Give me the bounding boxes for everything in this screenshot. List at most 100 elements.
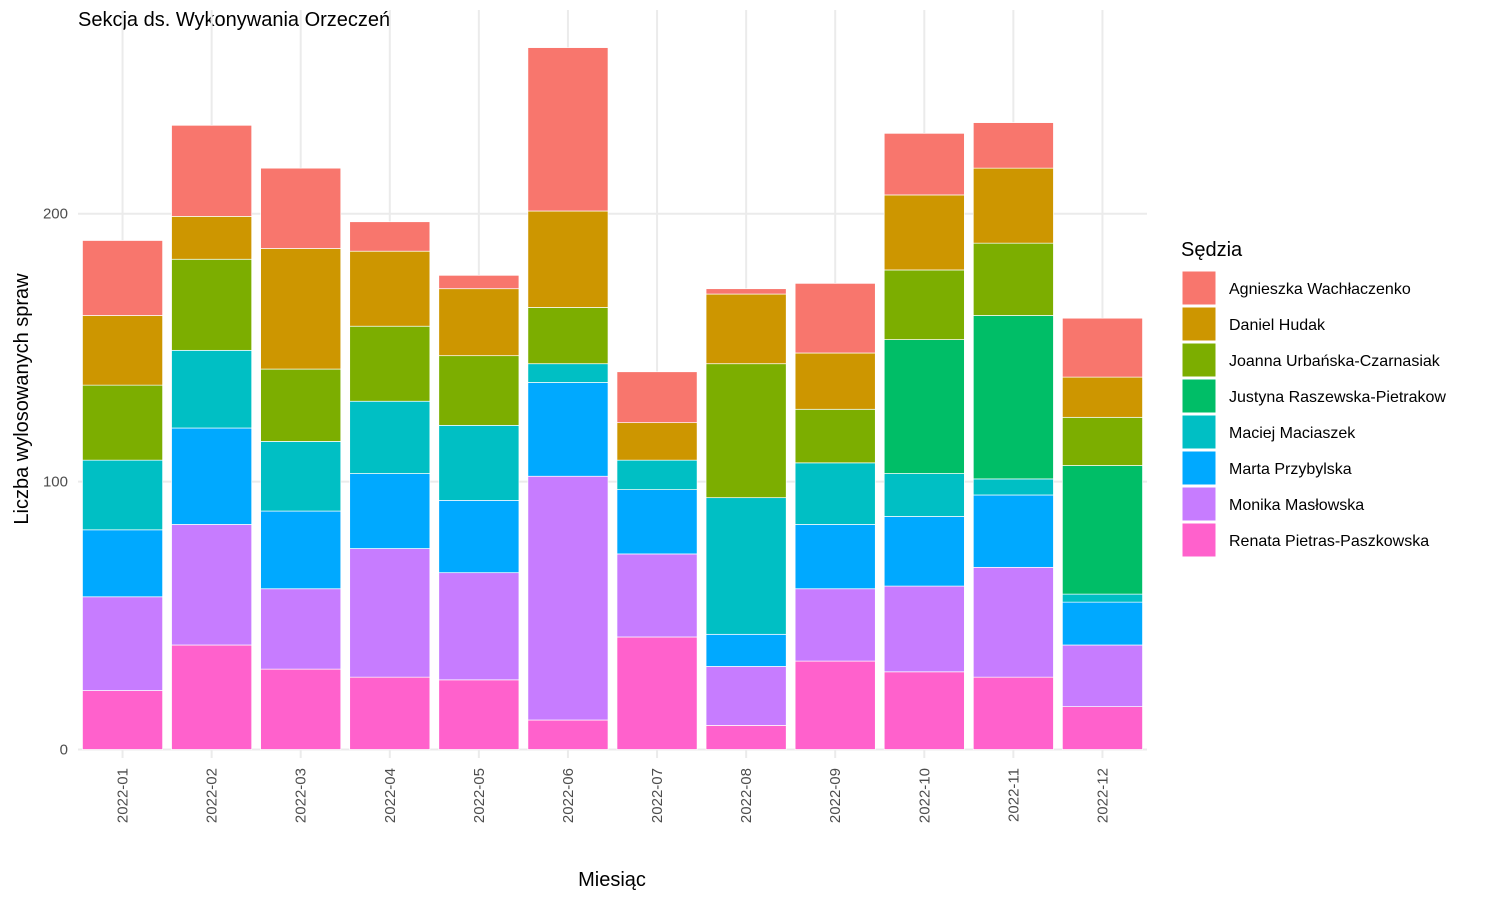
bar-segment-2022-10-0 <box>883 671 965 750</box>
bar-segment-2022-01-7 <box>82 240 163 316</box>
y-axis-ticks: 0 100 200 <box>43 206 68 759</box>
bar-segment-2022-08-0 <box>705 725 787 750</box>
bar-segment-2022-08-1 <box>705 666 787 726</box>
legend-label-1: Daniel Hudak <box>1229 317 1326 334</box>
bar-segment-2022-04-2 <box>349 473 431 549</box>
bar-segment-2022-09-5 <box>794 408 876 464</box>
legend-swatch-5 <box>1181 450 1217 486</box>
legend-label-4: Maciej Maciaszek <box>1229 425 1356 442</box>
legend-swatch-7 <box>1181 522 1217 558</box>
bar-segment-2022-06-0 <box>527 719 609 750</box>
legend-swatch-0 <box>1181 270 1217 306</box>
bar-segment-2022-12-0 <box>1062 706 1143 750</box>
bar-segment-2022-08-2 <box>705 633 787 667</box>
bar-segment-2022-01-6 <box>82 315 163 386</box>
bar-segment-2022-07-1 <box>616 553 698 638</box>
legend-label-5: Marta Przybylska <box>1229 461 1352 478</box>
bar-segment-2022-04-0 <box>349 676 431 750</box>
bar-segment-2022-01-0 <box>82 690 163 750</box>
bar-segment-2022-09-7 <box>794 283 876 354</box>
bar-segment-2022-04-1 <box>349 548 431 678</box>
bar-segment-2022-05-3 <box>438 424 520 501</box>
bar-segment-2022-03-6 <box>260 248 342 370</box>
bar-segment-2022-04-7 <box>349 221 431 252</box>
bar-segment-2022-08-5 <box>705 363 787 499</box>
bar-segment-2022-06-2 <box>527 382 609 477</box>
x-tick-label-2022-10: 2022-10 <box>916 768 933 823</box>
bar-segment-2022-02-2 <box>171 427 253 525</box>
x-tick-label-2022-08: 2022-08 <box>738 768 755 823</box>
legend-label-0: Agnieszka Wachłaczenko <box>1229 281 1411 298</box>
bar-segment-2022-07-6 <box>616 422 698 461</box>
bar-segment-2022-12-7 <box>1062 317 1143 378</box>
bar-segment-2022-10-7 <box>883 132 965 196</box>
x-tick-label-2022-01: 2022-01 <box>115 768 132 823</box>
bar-segment-2022-09-2 <box>794 524 876 590</box>
x-axis-title: Miesiąc <box>578 869 646 891</box>
bar-segment-2022-07-3 <box>616 459 698 490</box>
legend-label-2: Joanna Urbańska-Czarnasiak <box>1229 353 1441 370</box>
bar-segment-2022-05-5 <box>438 355 520 426</box>
bar-segment-2022-02-0 <box>171 644 253 750</box>
legend-swatch-2 <box>1181 342 1217 378</box>
bar-segment-2022-02-5 <box>171 258 253 351</box>
bar-segment-2022-06-7 <box>527 47 609 212</box>
bar-segment-2022-10-2 <box>883 516 965 587</box>
bar-segment-2022-06-3 <box>527 363 609 383</box>
bar-segment-2022-12-2 <box>1062 601 1143 646</box>
bar-segment-2022-02-6 <box>171 216 253 260</box>
bars <box>82 47 1143 750</box>
bar-segment-2022-10-6 <box>883 194 965 271</box>
bar-segment-2022-08-7 <box>705 288 787 295</box>
bar-segment-2022-03-5 <box>260 368 342 442</box>
bar-segment-2022-05-6 <box>438 288 520 357</box>
bar-segment-2022-01-3 <box>82 459 163 531</box>
bar-segment-2022-07-0 <box>616 636 698 750</box>
bar-segment-2022-03-2 <box>260 510 342 590</box>
bar-segment-2022-10-5 <box>883 269 965 340</box>
bar-segment-2022-01-1 <box>82 596 163 691</box>
bar-segment-2022-12-6 <box>1062 376 1143 418</box>
legend-label-6: Monika Masłowska <box>1229 497 1364 514</box>
bar-segment-2022-05-0 <box>438 679 520 750</box>
x-tick-label-2022-06: 2022-06 <box>560 768 577 823</box>
bar-segment-2022-11-5 <box>972 242 1054 316</box>
bar-segment-2022-03-7 <box>260 167 342 249</box>
bar-segment-2022-09-0 <box>794 660 876 750</box>
bar-segment-2022-08-6 <box>705 293 787 365</box>
legend: Agnieszka Wachłaczenko Daniel Hudak Joanna… <box>1181 270 1446 558</box>
x-tick-label-2022-03: 2022-03 <box>293 768 310 823</box>
bar-segment-2022-08-3 <box>705 497 787 635</box>
x-tick-label-2022-02: 2022-02 <box>204 768 221 823</box>
bar-segment-2022-01-2 <box>82 529 163 598</box>
y-axis-title: Liczba wylosowanych spraw <box>11 273 33 525</box>
x-tick-label-2022-11: 2022-11 <box>1005 768 1022 822</box>
bar-segment-2022-06-5 <box>527 307 609 365</box>
bar-segment-2022-07-2 <box>616 489 698 555</box>
bar-segment-2022-11-2 <box>972 494 1054 568</box>
legend-label-7: Renata Pietras-Paszkowska <box>1229 533 1429 550</box>
bar-segment-2022-04-5 <box>349 325 431 402</box>
bar-segment-2022-02-7 <box>171 124 253 217</box>
bar-segment-2022-11-3 <box>972 478 1054 496</box>
legend-swatch-1 <box>1181 306 1217 342</box>
legend-title: Sędzia <box>1181 239 1243 261</box>
bar-segment-2022-10-1 <box>883 585 965 673</box>
bar-segment-2022-02-3 <box>171 349 253 429</box>
bar-segment-2022-09-6 <box>794 352 876 410</box>
chart-title: Sekcja ds. Wykonywania Orzeczeń <box>78 9 390 31</box>
bar-segment-2022-05-2 <box>438 500 520 574</box>
bar-segment-2022-06-1 <box>527 475 609 721</box>
bar-segment-2022-06-6 <box>527 210 609 308</box>
bar-segment-2022-11-4 <box>972 315 1054 480</box>
bar-segment-2022-10-4 <box>883 339 965 474</box>
bar-segment-2022-12-3 <box>1062 593 1143 603</box>
bar-segment-2022-03-0 <box>260 668 342 750</box>
bar-segment-2022-03-3 <box>260 441 342 512</box>
bar-segment-2022-09-3 <box>794 462 876 525</box>
bar-segment-2022-05-7 <box>438 274 520 290</box>
bar-segment-2022-02-1 <box>171 524 253 646</box>
bar-segment-2022-10-3 <box>883 473 965 517</box>
bar-segment-2022-01-5 <box>82 384 163 461</box>
